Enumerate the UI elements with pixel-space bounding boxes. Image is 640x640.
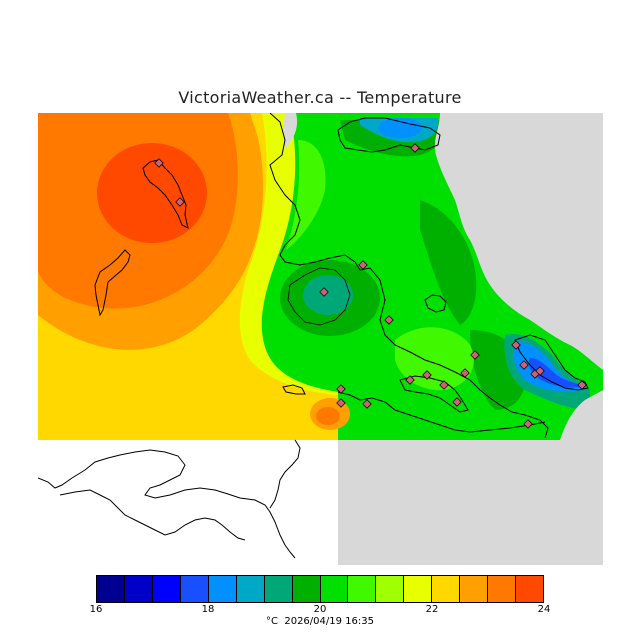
station-marker[interactable] xyxy=(577,380,587,390)
scale-tick-22: 22 xyxy=(425,604,439,615)
scale-swatch xyxy=(488,576,517,602)
scale-tick-24: 24 xyxy=(537,604,551,615)
station-marker[interactable] xyxy=(384,315,394,325)
station-marker[interactable] xyxy=(154,158,164,168)
scale-swatch xyxy=(152,576,181,602)
scale-swatch xyxy=(460,576,489,602)
station-marker[interactable] xyxy=(336,384,346,394)
scale-swatch xyxy=(432,576,461,602)
timestamp: 2026/04/19 16:35 xyxy=(284,616,374,627)
scale-swatch xyxy=(97,576,125,602)
outside-region xyxy=(283,113,603,440)
island-northwest-outline xyxy=(142,159,189,229)
scale-swatch xyxy=(348,576,377,602)
scale-swatch xyxy=(376,576,405,602)
island-west-outline xyxy=(94,249,131,317)
station-marker[interactable] xyxy=(410,143,420,153)
south-inner-outline xyxy=(59,489,246,541)
scale-tick-18: 18 xyxy=(201,604,215,615)
station-marker[interactable] xyxy=(336,398,346,408)
footer: °C 2026/04/19 16:35 xyxy=(0,616,640,627)
station-marker[interactable] xyxy=(452,397,462,407)
lower-coast-outline xyxy=(337,391,546,433)
station-marker[interactable] xyxy=(523,419,533,429)
unit-label: °C xyxy=(266,616,278,627)
southeast-coast-outline xyxy=(514,334,589,391)
station-marker[interactable] xyxy=(358,260,368,270)
scale-swatch xyxy=(292,576,321,602)
station-markers xyxy=(154,143,587,429)
station-marker[interactable] xyxy=(519,360,529,370)
scale-swatch xyxy=(264,576,293,602)
station-marker[interactable] xyxy=(405,375,415,385)
station-marker[interactable] xyxy=(470,350,480,360)
station-marker[interactable] xyxy=(460,368,470,378)
scale-tick-16: 16 xyxy=(89,604,103,615)
map-title: VictoriaWeather.ca -- Temperature xyxy=(178,88,462,107)
south-landmass-outline xyxy=(38,449,296,559)
peninsula-coast-outline xyxy=(337,117,441,153)
station-marker[interactable] xyxy=(175,197,185,207)
station-marker[interactable] xyxy=(362,399,372,409)
mainland-coast-outline xyxy=(269,113,549,439)
south-shore-outline xyxy=(269,439,301,509)
water-region-east xyxy=(338,415,603,565)
coastlines xyxy=(38,113,589,559)
scale-tick-20: 20 xyxy=(313,604,327,615)
station-marker[interactable] xyxy=(319,287,329,297)
saanich-coast-outline xyxy=(287,267,351,326)
spit-outline xyxy=(282,384,306,395)
scale-swatch xyxy=(516,576,543,602)
scale-swatch xyxy=(208,576,237,602)
station-marker[interactable] xyxy=(535,366,545,376)
scale-swatch xyxy=(236,576,265,602)
station-marker[interactable] xyxy=(511,340,521,350)
station-marker[interactable] xyxy=(439,380,449,390)
scale-swatch xyxy=(404,576,433,602)
scale-swatch xyxy=(124,576,153,602)
station-marker[interactable] xyxy=(422,370,432,380)
harbour-outline xyxy=(399,375,469,413)
scale-swatch xyxy=(180,576,209,602)
inlet-outline xyxy=(424,294,447,313)
scale-swatch xyxy=(320,576,349,602)
color-scale-bar xyxy=(96,575,544,603)
water-region xyxy=(38,440,338,565)
